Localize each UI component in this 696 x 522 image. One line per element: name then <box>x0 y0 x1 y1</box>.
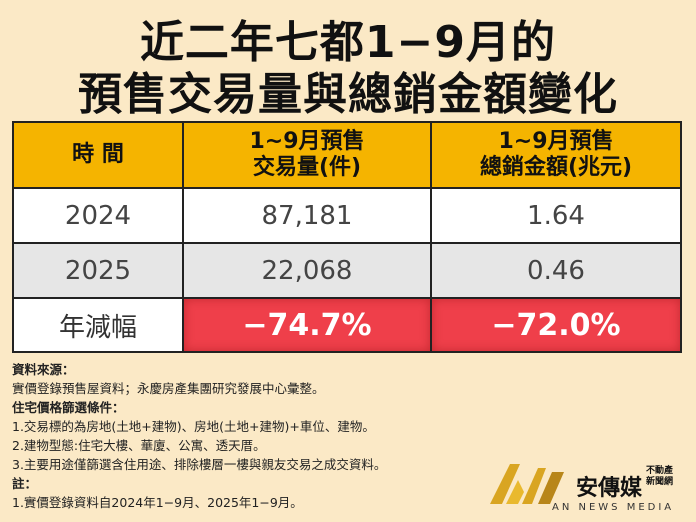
brand-logo: 安傳媒 不動產 新聞網 AN NEWS MEDIA <box>488 462 688 518</box>
footnotes: 資料來源： 實價登錄預售屋資料；永慶房產集團研究發展中心彙整。 住宅價格篩選條件… <box>12 360 482 512</box>
brand-english: AN NEWS MEDIA <box>552 502 675 513</box>
header-amount: 1~9月預售 總銷金額(兆元) <box>430 121 682 189</box>
title-line-1: 近二年七都1−9月的 <box>139 17 557 68</box>
table-row: 2024 87,181 1.64 <box>12 187 682 244</box>
cell-volume: 87,181 <box>182 187 432 244</box>
header-time: 時 間 <box>12 121 184 189</box>
cell-volume-decline: −74.7% <box>182 297 432 353</box>
source-text: 實價登錄預售屋資料；永慶房產集團研究發展中心彙整。 <box>12 381 325 396</box>
cell-decline-label: 年減幅 <box>12 297 184 353</box>
cell-year: 2024 <box>12 187 184 244</box>
cell-amount: 0.46 <box>430 242 682 299</box>
criteria-item: 3.主要用途僅篩選含住用途、排除樓層一樓與親友交易之成交資料。 <box>12 457 387 472</box>
table-row: 2025 22,068 0.46 <box>12 242 682 299</box>
table-row: 年減幅 −74.7% −72.0% <box>12 297 682 353</box>
cell-amount-decline: −72.0% <box>430 297 682 353</box>
header-row: 時 間 1~9月預售 交易量(件) 1~9月預售 總銷金額(兆元) <box>12 121 682 189</box>
cell-amount: 1.64 <box>430 187 682 244</box>
criteria-item: 1.交易標的為房地(土地+建物)、房地(土地+建物)+車位、建物。 <box>12 419 375 434</box>
criteria-item: 2.建物型態:住宅大樓、華廈、公寓、透天厝。 <box>12 438 266 453</box>
source-heading: 資料來源： <box>12 362 75 377</box>
brand-subtitle: 不動產 新聞網 <box>646 466 674 487</box>
note-text: 1.實價登錄資料自2024年1−9月、2025年1−9月。 <box>12 495 303 510</box>
note-heading: 註： <box>12 476 38 491</box>
an-logo-icon <box>490 464 564 504</box>
data-table: 時 間 1~9月預售 交易量(件) 1~9月預售 總銷金額(兆元) 2024 8… <box>12 121 682 353</box>
brand-name: 安傳媒 <box>576 476 643 501</box>
title-line-2: 預售交易量與總銷金額變化 <box>78 69 618 120</box>
header-volume: 1~9月預售 交易量(件) <box>182 121 432 189</box>
criteria-heading: 住宅價格篩選條件： <box>12 400 125 415</box>
cell-year: 2025 <box>12 242 184 299</box>
cell-volume: 22,068 <box>182 242 432 299</box>
